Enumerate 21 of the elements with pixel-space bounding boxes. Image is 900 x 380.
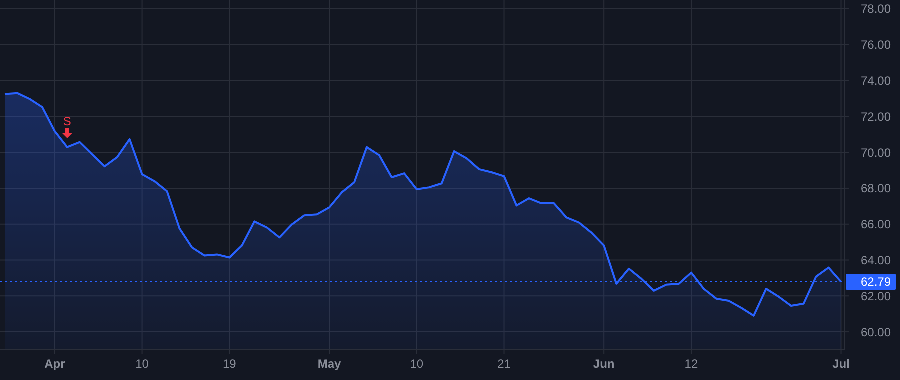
- x-tick-label: 10: [136, 357, 150, 371]
- x-tick-label: May: [318, 357, 342, 371]
- y-tick-label: 66.00: [860, 218, 892, 232]
- x-tick-label: 19: [222, 357, 237, 371]
- x-tick-label: 12: [684, 357, 698, 371]
- y-tick-label: 76.00: [860, 38, 892, 52]
- y-tick-label: 70.00: [860, 146, 892, 160]
- y-tick-label: 68.00: [860, 182, 892, 196]
- x-tick-label: 10: [410, 357, 424, 371]
- ref-line-label: 62.79: [860, 275, 892, 290]
- y-tick-label: 74.00: [860, 74, 892, 88]
- x-tick-label: 21: [498, 357, 512, 371]
- y-tick-label: 60.00: [860, 325, 892, 340]
- y-tick-label: 62.00: [860, 289, 892, 304]
- x-tick-label: Apr: [44, 357, 66, 371]
- y-tick-label: 78.00: [860, 2, 892, 16]
- annotation: S: [63, 114, 72, 128]
- y-tick-label: 64.00: [860, 253, 892, 268]
- x-tick-label: Jun: [593, 357, 615, 371]
- x-tick-label: Jul: [832, 357, 850, 371]
- y-tick-label: 72.00: [860, 110, 892, 124]
